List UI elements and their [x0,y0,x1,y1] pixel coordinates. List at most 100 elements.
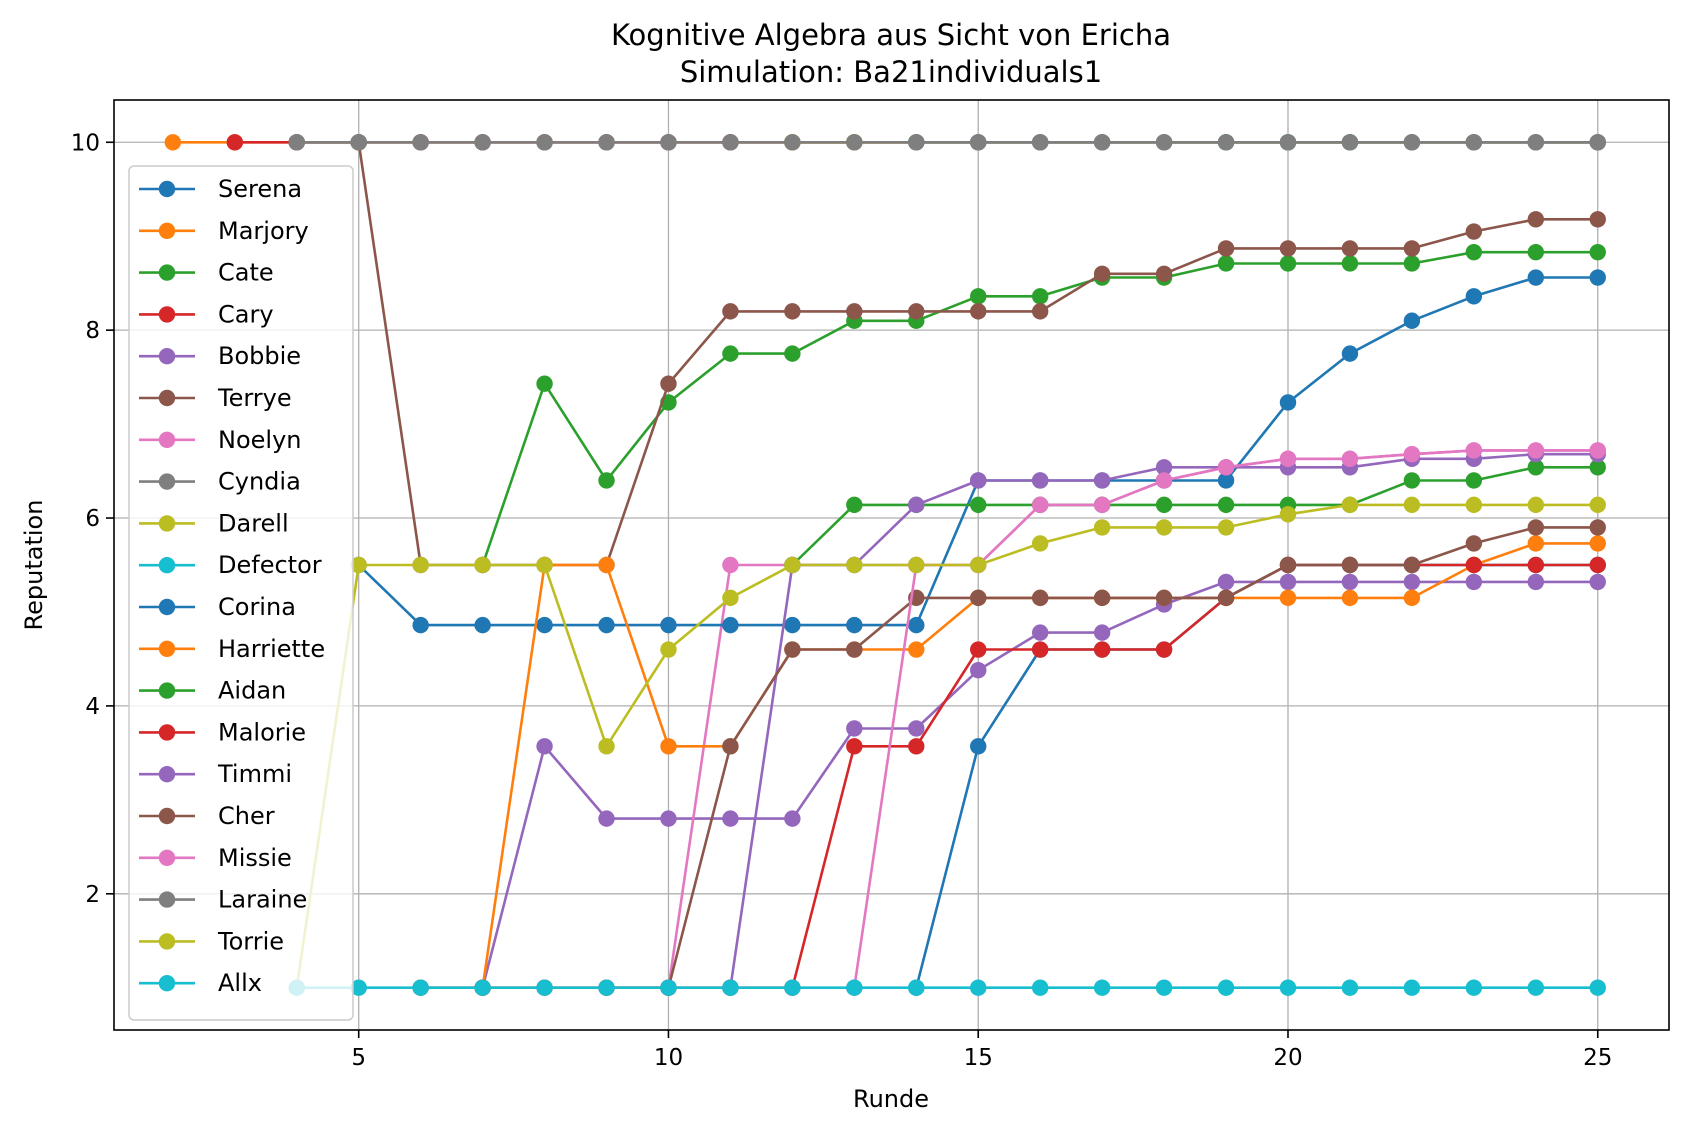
data-point [350,134,367,151]
legend-item: Bobbie [139,342,301,370]
y-tick-label: 10 [71,130,100,156]
data-point [722,303,739,320]
data-point [784,616,801,634]
legend-marker [158,222,176,239]
data-point [1589,979,1606,996]
data-point [1279,573,1297,591]
data-point [970,134,987,151]
chart-subtitle: Simulation: Ba21individuals1 [680,55,1102,89]
legend-marker [158,891,176,908]
data-point [784,810,801,827]
data-point [1155,641,1173,658]
data-point [598,616,615,634]
legend-label: Cate [218,259,274,287]
legend-item: Malorie [139,718,306,746]
data-point [350,556,367,574]
data-point [1589,442,1606,459]
data-point [1031,641,1049,658]
data-point [350,979,367,996]
data-point [1155,134,1173,151]
data-point [1527,496,1545,514]
data-point [846,738,863,755]
data-point [722,979,739,996]
data-point [970,589,987,607]
x-tick-label: 25 [1583,1045,1612,1071]
data-point [1093,265,1111,282]
data-point [1403,979,1421,996]
data-point [908,641,925,658]
data-point [1341,573,1359,591]
data-point [474,556,491,574]
data-point [1341,345,1359,362]
legend-marker [158,264,176,281]
series-torrie [288,496,1606,996]
data-point [474,979,491,996]
data-point [1403,589,1421,607]
data-point [1031,472,1049,489]
data-point [722,616,739,634]
data-point [474,616,491,634]
data-point [908,616,925,634]
y-tick-label: 4 [85,694,100,720]
data-point [1279,589,1297,607]
data-point [1217,472,1235,489]
data-point [1093,641,1111,658]
data-point [908,738,925,755]
y-tick-label: 8 [85,318,100,344]
data-point [1217,573,1235,591]
series-laraine [288,134,1606,151]
data-point [1589,134,1606,151]
data-point [660,810,677,827]
legend-label: Darell [218,509,289,537]
data-point [1527,134,1545,151]
data-point [598,134,615,151]
data-point [1403,496,1421,514]
data-point [1341,496,1359,514]
legend-marker [158,473,176,490]
legend-marker [158,515,176,532]
legend-item: Cher [139,802,275,830]
data-point [784,134,801,151]
data-point [1279,134,1297,151]
data-point [970,979,987,996]
data-point [1403,134,1421,151]
data-point [1403,255,1421,272]
legend-label: Timmi [217,760,292,788]
data-point [1465,442,1483,459]
data-point [1279,240,1297,257]
data-point [1465,556,1483,574]
data-point [1527,269,1545,286]
data-point [1589,459,1606,476]
data-point [1031,496,1049,514]
legend-item: Aidan [139,677,286,705]
data-point [970,662,987,679]
data-point [598,472,615,489]
data-point [536,556,553,574]
data-point [1031,303,1049,320]
legend-marker [158,766,176,783]
x-tick-label: 5 [351,1045,366,1071]
data-point [412,134,429,151]
x-tick-label: 10 [654,1045,683,1071]
legend-item: Cyndia [139,468,301,496]
series-line [791,465,1598,566]
data-point [1589,535,1606,552]
data-point [1279,979,1297,996]
data-point [784,556,801,574]
legend-marker [158,975,176,992]
legend-box [128,165,354,1021]
x-tick-label: 20 [1273,1045,1302,1071]
data-point [970,641,987,658]
legend-label: Allx [218,969,262,997]
legend-item: Noelyn [139,426,301,454]
data-point [1465,535,1483,552]
data-point [1527,519,1545,536]
data-point [1403,240,1421,257]
data-point [1217,589,1235,607]
data-point [1341,240,1359,257]
data-point [1093,979,1111,996]
legend-marker [158,431,176,448]
data-point [846,979,863,996]
data-point [1589,243,1606,261]
